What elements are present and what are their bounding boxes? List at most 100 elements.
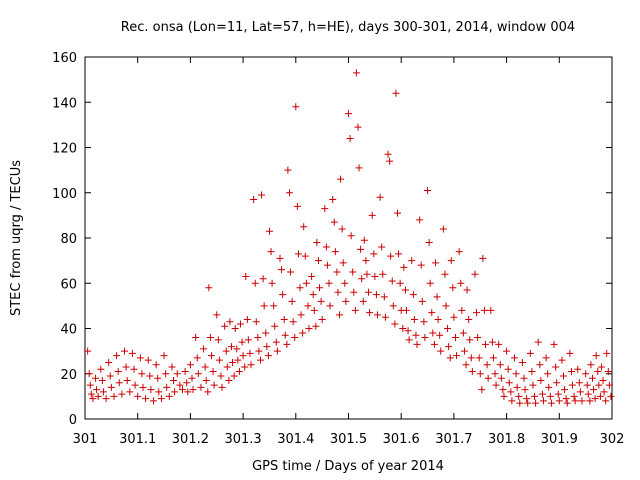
data-point: [480, 306, 488, 314]
data-point: [508, 397, 516, 405]
data-point: [370, 250, 378, 258]
data-point: [189, 386, 197, 394]
data-point: [378, 243, 386, 251]
data-point: [491, 370, 499, 378]
data-point: [350, 288, 358, 296]
data-point: [538, 390, 546, 398]
y-tick-label: 20: [60, 368, 77, 383]
data-point: [178, 386, 186, 394]
data-point: [294, 250, 302, 258]
data-point: [194, 370, 202, 378]
data-point: [236, 320, 244, 328]
data-point: [562, 395, 570, 403]
data-point: [366, 309, 374, 317]
data-point: [511, 354, 519, 362]
data-point: [430, 340, 438, 348]
y-tick-label: 0: [69, 413, 77, 428]
data-point: [283, 340, 291, 348]
data-point: [201, 363, 209, 371]
data-point: [450, 313, 458, 321]
data-point: [544, 370, 552, 378]
data-point: [534, 338, 542, 346]
y-tick-label: 160: [52, 51, 77, 66]
data-point: [243, 315, 251, 323]
data-point: [217, 372, 225, 380]
data-point: [503, 347, 511, 355]
x-tick-label: 301.5: [330, 432, 367, 447]
data-point: [308, 272, 316, 280]
data-point: [412, 331, 420, 339]
data-point: [264, 352, 272, 360]
data-point: [500, 392, 508, 400]
data-point: [507, 388, 515, 396]
data-point: [496, 361, 504, 369]
data-point: [144, 356, 152, 364]
data-point: [181, 367, 189, 375]
data-point: [310, 306, 318, 314]
chart-title: Rec. onsa (Lon=11, Lat=57, h=HE), days 3…: [121, 20, 575, 35]
x-tick-label: 301.3: [224, 432, 261, 447]
y-tick-label: 120: [52, 142, 77, 157]
data-point: [357, 245, 365, 253]
data-point: [288, 297, 296, 305]
data-point: [251, 279, 259, 287]
data-point: [395, 250, 403, 258]
data-point: [531, 392, 539, 400]
x-tick-label: 302: [600, 432, 625, 447]
data-point: [552, 363, 560, 371]
data-point: [589, 374, 597, 382]
data-point: [563, 399, 571, 407]
data-point: [130, 365, 138, 373]
data-point: [333, 268, 341, 276]
data-point: [380, 293, 388, 301]
y-tick-label: 140: [52, 96, 77, 111]
data-point: [388, 277, 396, 285]
data-point: [97, 365, 105, 373]
data-point: [597, 363, 605, 371]
data-point: [297, 311, 305, 319]
data-point: [479, 254, 487, 262]
data-point: [192, 334, 200, 342]
data-point: [146, 372, 154, 380]
data-point: [337, 175, 345, 183]
data-point: [578, 397, 586, 405]
data-points: [84, 69, 615, 407]
data-point: [359, 297, 367, 305]
data-point: [532, 399, 540, 407]
data-point: [165, 392, 173, 400]
data-point: [392, 89, 400, 97]
data-point: [184, 388, 192, 396]
data-point: [468, 367, 476, 375]
data-point: [229, 358, 237, 366]
data-point: [302, 279, 310, 287]
data-point: [417, 261, 425, 269]
data-point: [260, 302, 268, 310]
data-point: [136, 354, 144, 362]
data-point: [555, 397, 563, 405]
data-point: [602, 397, 610, 405]
data-point: [401, 286, 409, 294]
data-point: [384, 150, 392, 158]
data-point: [362, 257, 370, 265]
data-point: [238, 338, 246, 346]
data-point: [256, 356, 264, 364]
data-point: [492, 381, 500, 389]
data-point: [358, 275, 366, 283]
data-point: [150, 397, 158, 405]
data-point: [463, 286, 471, 294]
data-point: [574, 365, 582, 373]
data-point: [594, 367, 602, 375]
data-point: [234, 356, 242, 364]
data-point: [281, 331, 289, 339]
data-point: [99, 388, 107, 396]
data-point: [84, 347, 92, 355]
data-point: [444, 325, 452, 332]
data-point: [381, 313, 389, 321]
data-point: [278, 266, 286, 274]
data-point: [284, 166, 292, 174]
data-point: [600, 388, 608, 396]
data-point: [545, 383, 553, 391]
data-point: [603, 349, 611, 357]
data-point: [296, 284, 304, 292]
data-point: [287, 268, 295, 276]
